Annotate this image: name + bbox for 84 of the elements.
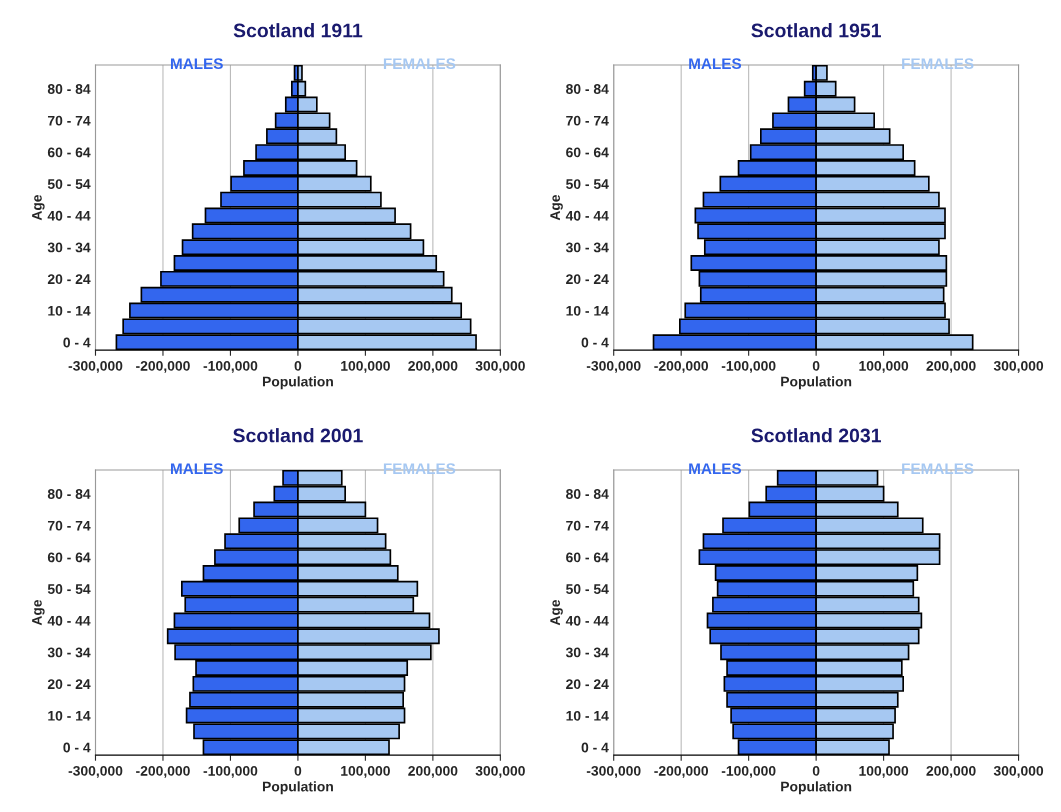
y-tick-label: 80 - 84	[566, 489, 609, 499]
x-tick-label: -200,000	[654, 360, 709, 373]
x-tick-label: -200,000	[136, 360, 190, 373]
chart-title: Scotland 1911	[233, 23, 363, 38]
y-tick-label: 0 - 4	[63, 742, 91, 753]
y-tick-label: 20 - 24	[47, 274, 91, 285]
y-tick-label: 70 - 74	[566, 115, 609, 126]
x-tick-label: 300,000	[993, 765, 1044, 778]
y-tick-label: 60 - 64	[47, 552, 91, 563]
y-tick-label: 70 - 74	[47, 520, 91, 531]
y-tick-label: 50 - 54	[566, 179, 609, 189]
y-tick-label: 40 - 44	[47, 615, 91, 626]
x-axis-title: Population	[262, 376, 333, 390]
y-tick-label: 30 - 34	[565, 242, 609, 253]
y-tick-label: 30 - 34	[565, 647, 609, 658]
x-tick-label: 200,000	[408, 360, 458, 373]
x-tick-label: -100,000	[203, 765, 258, 778]
x-tick-label: 0	[294, 360, 302, 371]
x-tick-label: -300,000	[68, 765, 123, 778]
x-axis-title: Population	[781, 376, 852, 390]
x-tick-label: -200,000	[654, 765, 709, 778]
y-tick-label: 80 - 84	[47, 84, 91, 94]
x-tick-label: 300,000	[475, 765, 525, 778]
x-tick-label: 100,000	[859, 765, 909, 778]
x-tick-label: 200,000	[408, 765, 458, 778]
x-tick-label: 200,000	[926, 765, 976, 778]
y-tick-label: 80 - 84	[47, 489, 91, 499]
y-axis-title: Age	[550, 194, 563, 221]
y-tick-label: 60 - 64	[566, 147, 609, 158]
x-tick-label: -300,000	[586, 765, 641, 778]
text: FEMALES	[383, 463, 456, 475]
y-axis-title: Age	[550, 599, 563, 626]
y-tick-label: 40 - 44	[565, 210, 609, 221]
x-tick-label: -300,000	[586, 360, 641, 373]
y-tick-label: 30 - 34	[47, 242, 91, 253]
y-tick-label: 50 - 54	[47, 584, 91, 594]
y-axis-title: Age	[32, 194, 45, 221]
y-tick-label: 70 - 74	[47, 115, 91, 126]
y-tick-label: 70 - 74	[566, 520, 609, 531]
x-tick-label: 300,000	[993, 360, 1044, 373]
x-tick-label: -300,000	[68, 360, 123, 373]
y-tick-label: 20 - 24	[566, 679, 609, 690]
text: MALES	[170, 58, 223, 70]
y-tick-label: 20 - 24	[566, 274, 609, 285]
y-tick-label: 50 - 54	[566, 584, 609, 594]
y-tick-label: 0 - 4	[63, 337, 91, 348]
x-tick-label: -200,000	[136, 765, 190, 778]
y-tick-label: 60 - 64	[566, 552, 609, 563]
x-axis-title: Population	[262, 781, 333, 795]
x-tick-label: 100,000	[341, 765, 390, 778]
x-tick-label: 0	[812, 765, 820, 776]
chart-title: Scotland 2031	[751, 428, 881, 443]
y-tick-label: 0 - 4	[581, 742, 609, 753]
chart-title: Scotland 1951	[751, 23, 881, 38]
series-label: MALES	[689, 463, 742, 475]
text: FEMALES	[902, 58, 974, 70]
x-tick-label: 0	[294, 765, 302, 776]
x-tick-label: 0	[812, 360, 820, 371]
y-tick-label: 20 - 24	[47, 679, 91, 690]
y-tick-label: 80 - 84	[566, 84, 609, 94]
y-tick-label: 10 - 14	[48, 305, 91, 316]
text: MALES	[689, 58, 742, 70]
y-tick-label: 10 - 14	[566, 710, 609, 721]
x-axis-title: Population	[781, 781, 852, 795]
x-tick-label: -100,000	[721, 765, 776, 778]
y-tick-label: 30 - 34	[47, 647, 91, 658]
y-tick-label: 0 - 4	[581, 337, 609, 348]
x-tick-label: 100,000	[341, 360, 390, 373]
series-label: FEMALES	[902, 463, 974, 475]
x-tick-label: -100,000	[203, 360, 258, 373]
y-tick-label: 40 - 44	[47, 210, 91, 221]
y-tick-label: 40 - 44	[565, 615, 609, 626]
y-tick-label: 60 - 64	[47, 147, 91, 158]
y-tick-label: 10 - 14	[566, 305, 609, 316]
x-tick-label: 100,000	[859, 360, 909, 373]
x-tick-label: -100,000	[721, 360, 776, 373]
y-axis-title: Age	[32, 599, 45, 626]
text: MALES	[170, 463, 223, 475]
x-tick-label: 200,000	[926, 360, 976, 373]
text: FEMALES	[383, 58, 456, 70]
chart-title: Scotland 2001	[233, 428, 363, 443]
x-tick-label: 300,000	[475, 360, 525, 373]
y-tick-label: 50 - 54	[47, 179, 91, 189]
y-tick-label: 10 - 14	[48, 710, 91, 721]
